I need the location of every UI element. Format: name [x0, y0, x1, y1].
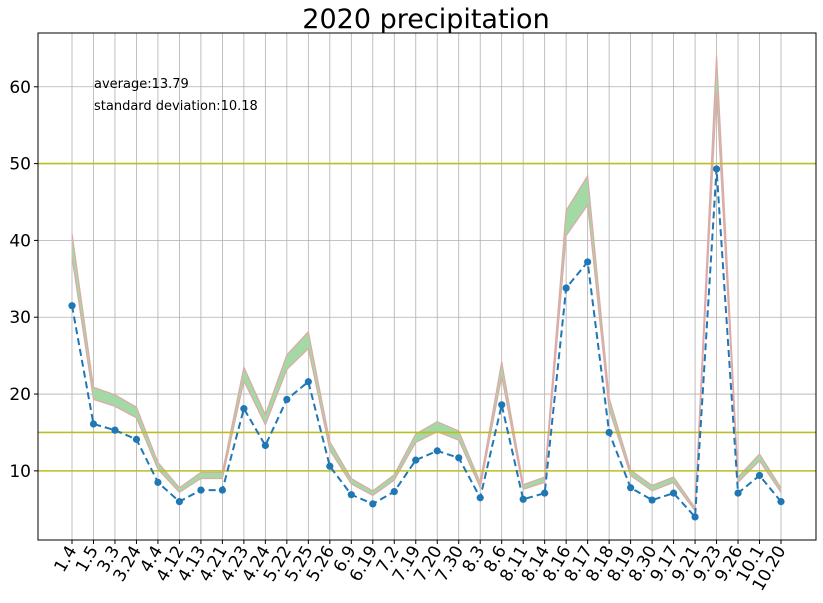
- std-annotation: standard deviation:10.18: [94, 99, 258, 114]
- data-point: [605, 428, 613, 437]
- data-point: [519, 495, 527, 503]
- band-fill: [72, 55, 781, 511]
- data-point: [498, 401, 506, 409]
- data-point: [691, 513, 699, 521]
- y-tick-label: 30: [9, 308, 31, 328]
- y-tick-label: 20: [9, 385, 31, 405]
- data-point: [347, 491, 355, 499]
- data-point: [712, 165, 721, 173]
- data-point: [154, 478, 162, 486]
- y-tick-label: 10: [9, 462, 31, 482]
- spread-band: [71, 55, 782, 513]
- data-point: [197, 486, 205, 494]
- plot-frame: [37, 32, 817, 541]
- data-point: [669, 489, 678, 497]
- data-point: [777, 497, 785, 506]
- series-line: [71, 168, 782, 520]
- reference-lines: [38, 162, 816, 472]
- y-tick-label: 50: [9, 155, 31, 175]
- data-point: [627, 484, 635, 492]
- y-tick-label: 40: [9, 231, 31, 251]
- series-layer: [68, 165, 785, 521]
- data-point: [584, 258, 592, 266]
- data-point: [175, 497, 184, 506]
- data-point: [304, 378, 312, 386]
- data-point: [111, 426, 119, 434]
- data-point: [369, 500, 377, 508]
- data-point: [562, 284, 570, 292]
- data-point: [68, 302, 76, 310]
- data-point: [89, 420, 98, 428]
- band-lower-edge: [71, 92, 782, 513]
- data-point: [390, 488, 398, 496]
- tick-labels: 1020304050601.41.53.33.244.44.124.134.21…: [9, 78, 790, 595]
- average-annotation: average:13.79: [94, 77, 189, 92]
- data-point: [734, 489, 742, 497]
- data-point: [541, 489, 549, 497]
- data-point: [476, 494, 484, 502]
- data-point: [412, 456, 420, 464]
- band-upper-edge: [71, 55, 782, 510]
- chart-title: 2020 precipitation: [302, 4, 549, 35]
- data-point: [648, 496, 656, 504]
- y-tick-label: 60: [9, 78, 31, 98]
- data-point: [326, 462, 334, 470]
- data-point: [261, 441, 269, 450]
- data-point: [455, 454, 463, 462]
- data-point: [283, 395, 291, 404]
- data-point: [755, 471, 764, 480]
- data-point: [433, 447, 441, 455]
- data-point: [132, 435, 141, 443]
- data-point: [240, 405, 248, 413]
- data-point: [218, 486, 226, 494]
- axes: [34, 32, 817, 544]
